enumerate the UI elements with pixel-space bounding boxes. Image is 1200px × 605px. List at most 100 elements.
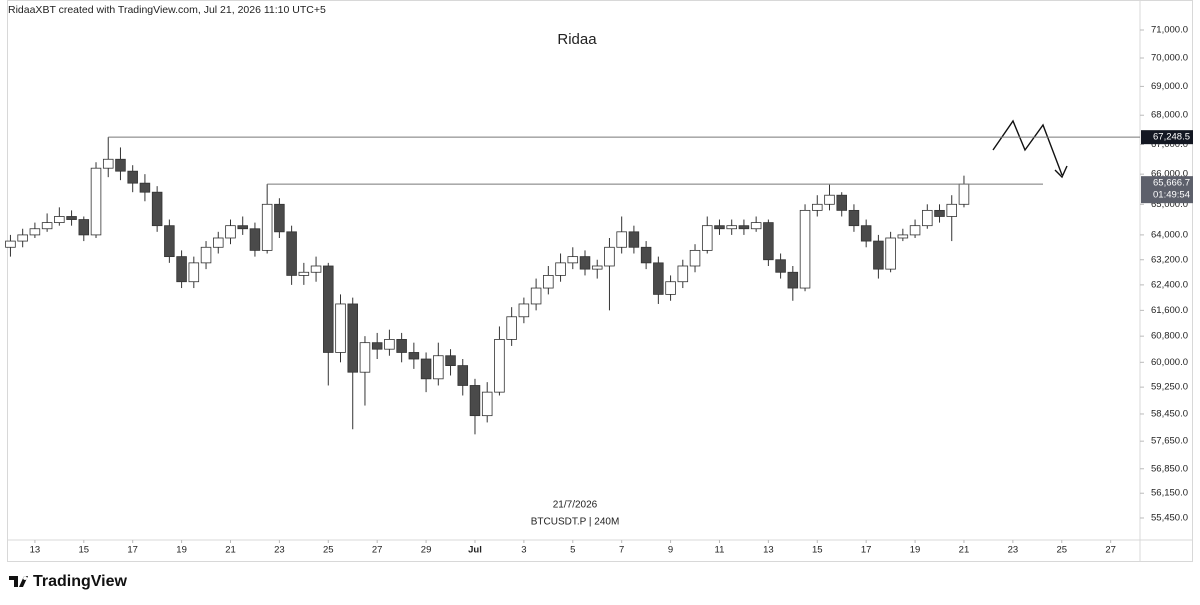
candle-body	[213, 237, 224, 248]
candle-body	[29, 228, 41, 236]
candle-body	[677, 265, 689, 283]
candle-body	[494, 339, 505, 393]
candle-body	[665, 281, 676, 295]
candle-body	[115, 158, 126, 172]
y-tick-label: 56,150.0	[1151, 488, 1188, 499]
y-tick-label: 58,450.0	[1151, 408, 1188, 419]
countdown: 01:49:54	[1153, 190, 1190, 201]
x-tick-label: Jul	[468, 545, 482, 556]
x-tick-label: 13	[763, 545, 774, 556]
candle-body	[200, 246, 212, 264]
x-tick-label: 15	[79, 545, 90, 556]
candle-body	[860, 225, 872, 242]
logo-text: TradingView	[33, 573, 128, 590]
candle-body	[738, 225, 750, 230]
candle-body	[506, 316, 517, 340]
x-tick-label: 27	[372, 545, 383, 556]
zigzag	[992, 119, 1063, 176]
candle-body	[249, 228, 261, 251]
candle-body	[323, 265, 334, 353]
y-tick-label: 65,000.0	[1151, 199, 1188, 210]
candle-body	[897, 234, 909, 239]
x-tick-label: 15	[812, 545, 823, 556]
candle-body	[481, 391, 493, 417]
y-tick-label: 60,800.0	[1151, 331, 1188, 342]
candle-body	[763, 222, 774, 261]
candle-body	[812, 203, 823, 211]
candle-body	[543, 275, 554, 289]
x-tick-label: 21	[225, 545, 236, 556]
candle-body	[922, 209, 933, 227]
candle-body	[873, 240, 884, 270]
arrowhead	[1054, 165, 1068, 179]
y-tick-label: 60,000.0	[1151, 357, 1188, 368]
x-tick-label: 25	[1056, 545, 1067, 556]
candle-body	[17, 234, 28, 242]
x-tick-label: 27	[1105, 545, 1116, 556]
x-tick-label: 21	[959, 545, 970, 556]
candle-body	[653, 262, 664, 295]
candle-body	[347, 303, 358, 373]
x-tick-label: 11	[715, 545, 725, 556]
candle-body	[41, 222, 53, 230]
candle-body	[775, 259, 786, 273]
candle-body	[237, 225, 248, 230]
y-tick-label: 62,400.0	[1151, 279, 1188, 290]
candle-body	[445, 355, 456, 366]
candle-body	[66, 216, 77, 220]
y-tick-label: 55,450.0	[1151, 512, 1188, 523]
x-tick-label: 29	[421, 545, 432, 556]
candle-body	[726, 225, 737, 230]
candle-body	[164, 225, 175, 258]
credit: RidaaXBT created with TradingView.com, J…	[8, 4, 326, 16]
candle-body	[286, 231, 297, 276]
date-label: 21/7/2026	[553, 500, 598, 511]
y-tick-label: 56,850.0	[1151, 463, 1188, 474]
candle-body	[567, 256, 579, 264]
candle-body	[384, 339, 395, 350]
candle-body	[54, 216, 65, 224]
candle-body	[836, 194, 847, 211]
candle-body	[628, 231, 640, 248]
candle-body	[139, 182, 151, 193]
x-tick-label: 19	[176, 545, 187, 556]
price-label-box	[1141, 130, 1193, 145]
candle-body	[750, 222, 762, 230]
candles	[5, 137, 970, 435]
candle-body	[298, 271, 310, 276]
y-tick-label: 64,000.0	[1151, 229, 1188, 240]
candle-body	[102, 158, 114, 169]
candle-body	[127, 170, 138, 184]
x-tick-label: 5	[570, 545, 575, 556]
price-label: 67,248.5	[1153, 132, 1190, 143]
candle-body	[457, 365, 469, 386]
candle-body	[78, 219, 90, 236]
x-tick-label: 17	[127, 545, 138, 556]
candle-body	[310, 265, 322, 273]
candle-body	[701, 225, 713, 251]
candle-body	[359, 342, 371, 373]
candle-body	[433, 355, 444, 380]
candle-body	[591, 265, 603, 270]
candle-body	[579, 256, 591, 270]
candle-body	[90, 167, 102, 236]
candle-body	[909, 225, 921, 236]
y-tick-label: 70,000.0	[1151, 53, 1188, 64]
candle-body	[787, 271, 799, 289]
x-tick-label: 23	[274, 545, 285, 556]
x-tick-label: 17	[861, 545, 872, 556]
y-tick-label: 61,600.0	[1151, 305, 1188, 316]
candle-body	[176, 256, 187, 283]
candle-body	[885, 237, 896, 270]
candle-body	[5, 240, 16, 248]
logo: TradingView	[9, 573, 128, 590]
candle-body	[518, 303, 530, 318]
y-tick-label: 57,650.0	[1151, 436, 1188, 447]
candle-body	[555, 262, 566, 276]
candle-body	[848, 209, 860, 227]
x-tick-label: 9	[668, 545, 673, 556]
x-tick-label: 25	[323, 545, 334, 556]
x-tick-label: 13	[30, 545, 41, 556]
